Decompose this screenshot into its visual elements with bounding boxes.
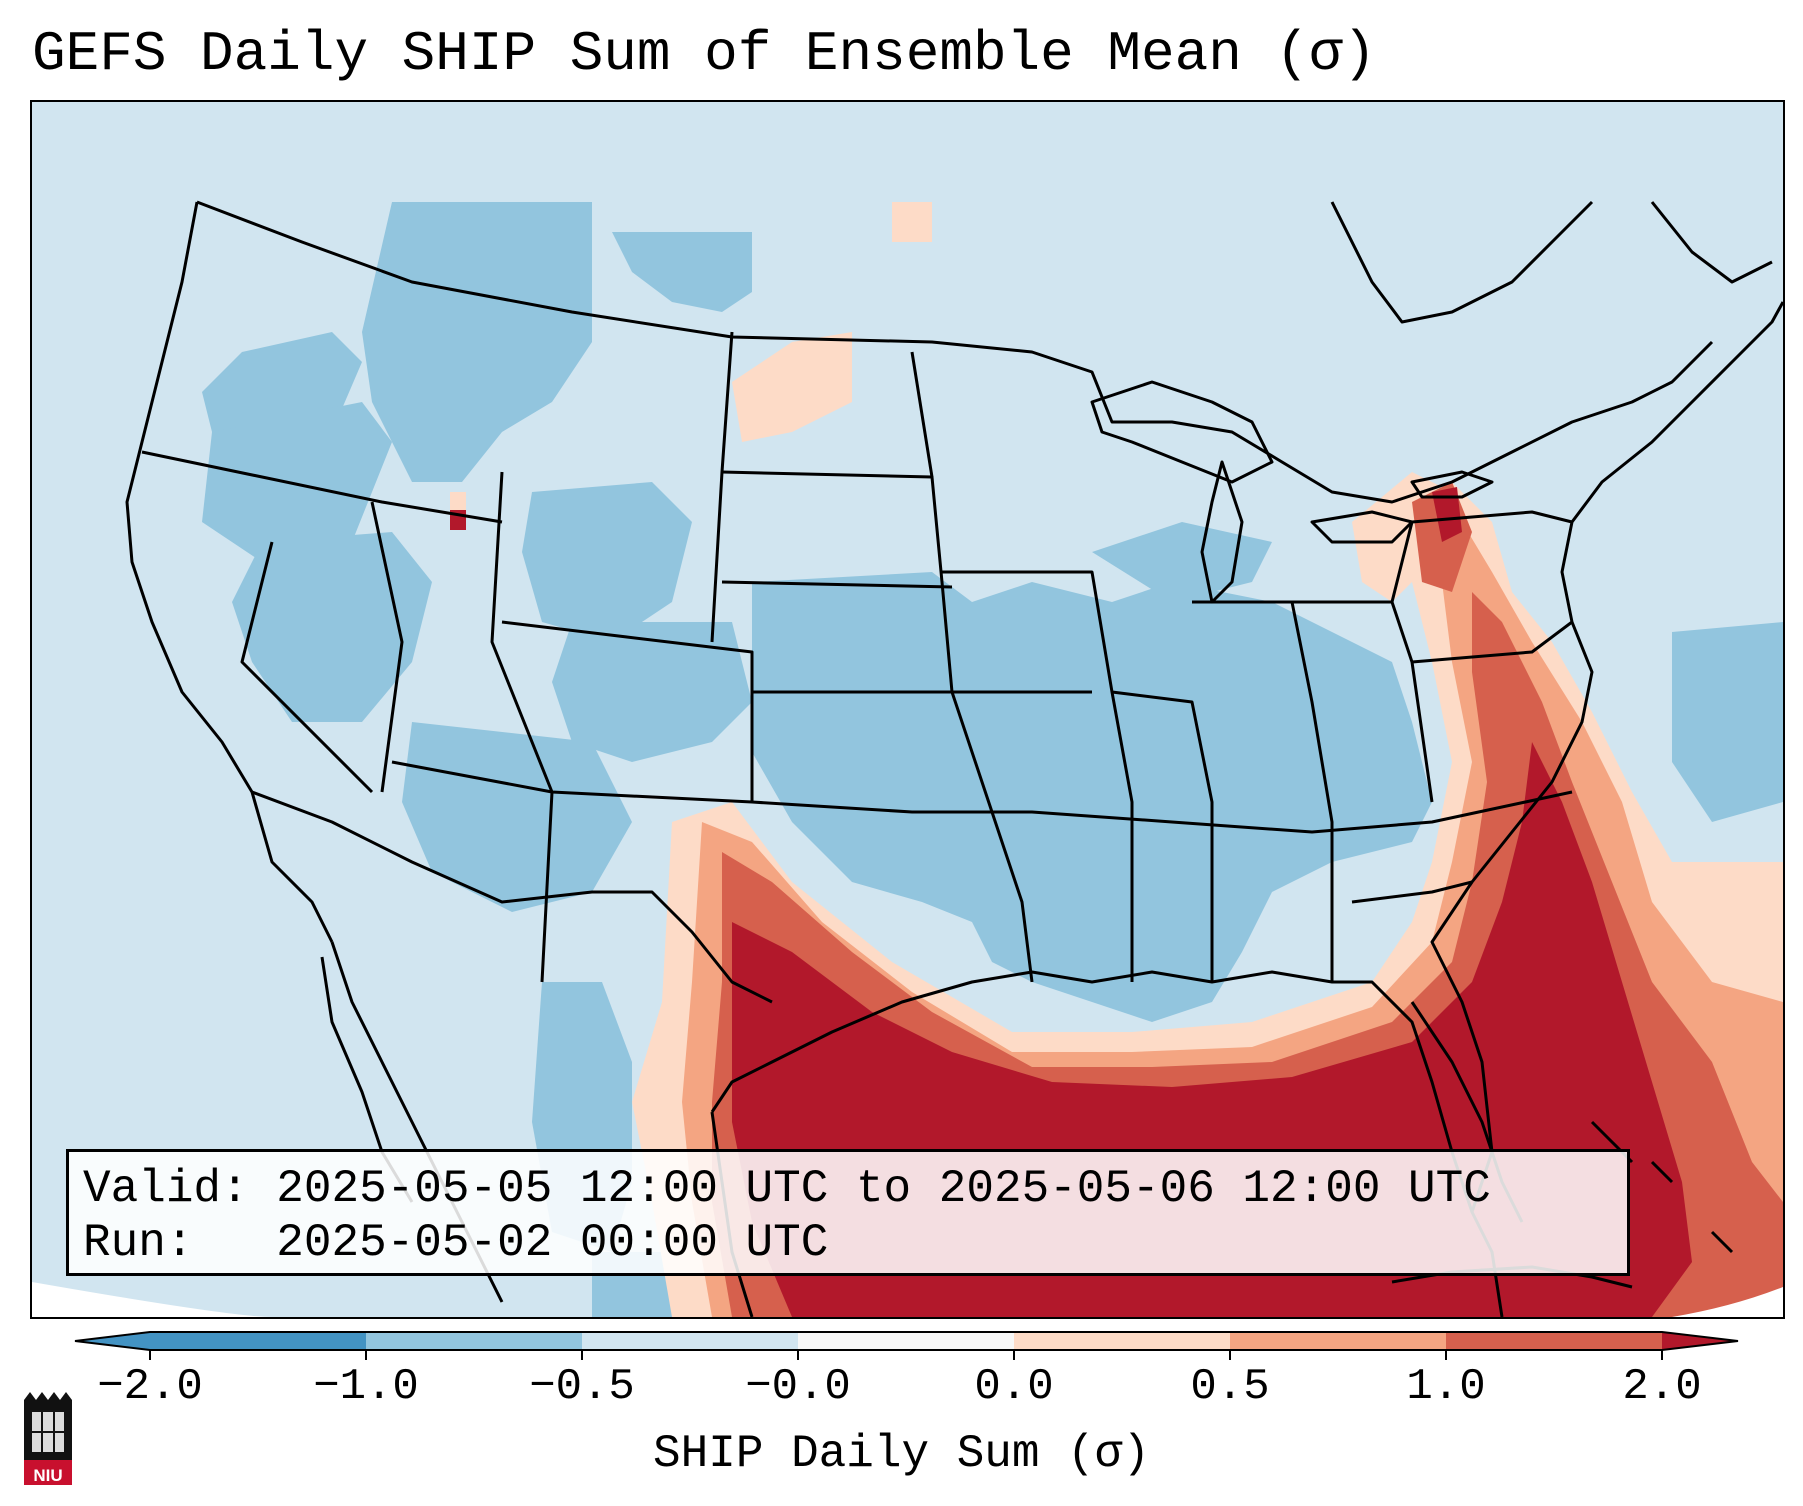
border-mexico (251, 790, 773, 1004)
colorbar-segment (150, 1332, 367, 1350)
low-region-colorado (552, 622, 752, 762)
coastline-hudson-east (1330, 200, 1594, 324)
lake-superior (1090, 380, 1274, 484)
colorbar-segment (582, 1332, 799, 1350)
border-state-11 (910, 351, 934, 478)
colorbar-extend-high (1662, 1332, 1738, 1350)
border-state-14 (1111, 690, 1214, 982)
region-canada-patch (892, 202, 932, 242)
map-panel (30, 100, 1785, 1319)
colorbar-tick-label: 1.0 (1406, 1362, 1486, 1412)
coastline-bahamas-2 (1650, 1160, 1674, 1184)
lake-erie (1310, 510, 1414, 544)
colorbar-tick-label: −1.0 (313, 1362, 419, 1412)
colorbar-tick-label: −0.5 (529, 1362, 635, 1412)
border-state-6 (501, 620, 754, 802)
colorbar-ticks (149, 1350, 1663, 1360)
border-state-18 (1411, 620, 1573, 664)
valid-label: Valid: (83, 1163, 249, 1215)
coastline-bahamas-3 (1710, 1230, 1734, 1254)
logo-banner (24, 1460, 72, 1485)
low-region-atlantic (1672, 622, 1783, 822)
colorbar-segment (1446, 1332, 1663, 1350)
domain-edge-left (32, 1282, 272, 1317)
colorbar-segment (1230, 1332, 1447, 1350)
colorbar-tick-label: 0.0 (974, 1362, 1054, 1412)
chart-title: GEFS Daily SHIP Sum of Ensemble Mean (σ) (32, 22, 1377, 86)
domain-edge-right (1672, 1287, 1783, 1317)
niu-logo (24, 1392, 72, 1485)
border-state-15 (1192, 600, 1334, 982)
valid-value: 2025-05-05 12:00 UTC to 2025-05-06 12:00… (276, 1163, 1491, 1215)
border-canada (196, 200, 1714, 504)
colorbar (74, 1331, 1739, 1360)
colorbar-tick-label: −2.0 (97, 1362, 203, 1412)
colorbar-segments (74, 1331, 1739, 1351)
border-state-13 (990, 811, 1034, 983)
low-region-montana-idaho (362, 202, 592, 482)
run-value: 2025-05-02 00:00 UTC (276, 1217, 829, 1269)
logo-text: NIU (33, 1466, 63, 1485)
low-region-nevada (232, 532, 432, 722)
colorbar-title: SHIP Daily Sum (σ) (653, 1428, 1150, 1480)
border-state-5 (490, 471, 554, 983)
border-state-16 (1292, 600, 1434, 803)
coastline-gulf-stlawrence (1650, 201, 1773, 284)
region-idaho-spot-light (450, 492, 466, 510)
colorbar-segment (798, 1332, 1015, 1350)
low-region-central-us (752, 572, 1432, 1022)
colorbar-segment (1014, 1332, 1231, 1350)
border-state-1 (141, 450, 503, 524)
low-region-north (612, 232, 752, 312)
region-ne-very-high (1432, 487, 1462, 542)
colorbar-tick-label: 2.0 (1622, 1362, 1702, 1412)
border-state-19 (1351, 880, 1473, 904)
low-region-wisconsin (1092, 522, 1272, 602)
coastline-west (125, 201, 334, 943)
run-label: Run: (83, 1217, 194, 1269)
border-state-2 (240, 541, 374, 794)
colorbar-tick-label: −0.0 (745, 1362, 851, 1412)
border-state-9 (721, 580, 953, 589)
valid-run-box: Valid: 2025-05-05 12:00 UTC to 2025-05-0… (66, 1149, 1630, 1276)
border-state-8 (721, 470, 994, 813)
ship-map (32, 102, 1783, 1317)
low-region-oregon (202, 402, 392, 562)
lake-ontario (1410, 470, 1494, 499)
lake-michigan (1200, 460, 1244, 604)
coastline-atlantic (1430, 301, 1783, 1213)
colorbar-tick-label: 0.5 (1190, 1362, 1270, 1412)
border-state-4 (391, 760, 1573, 834)
border-state-3 (370, 501, 404, 793)
colorbar-extend-low (75, 1332, 150, 1350)
low-region-wyoming (522, 482, 692, 642)
colorbar-segment (366, 1332, 583, 1350)
border-state-17 (1390, 510, 1573, 603)
low-region-arizona (402, 722, 632, 912)
region-dakotas (732, 332, 852, 442)
